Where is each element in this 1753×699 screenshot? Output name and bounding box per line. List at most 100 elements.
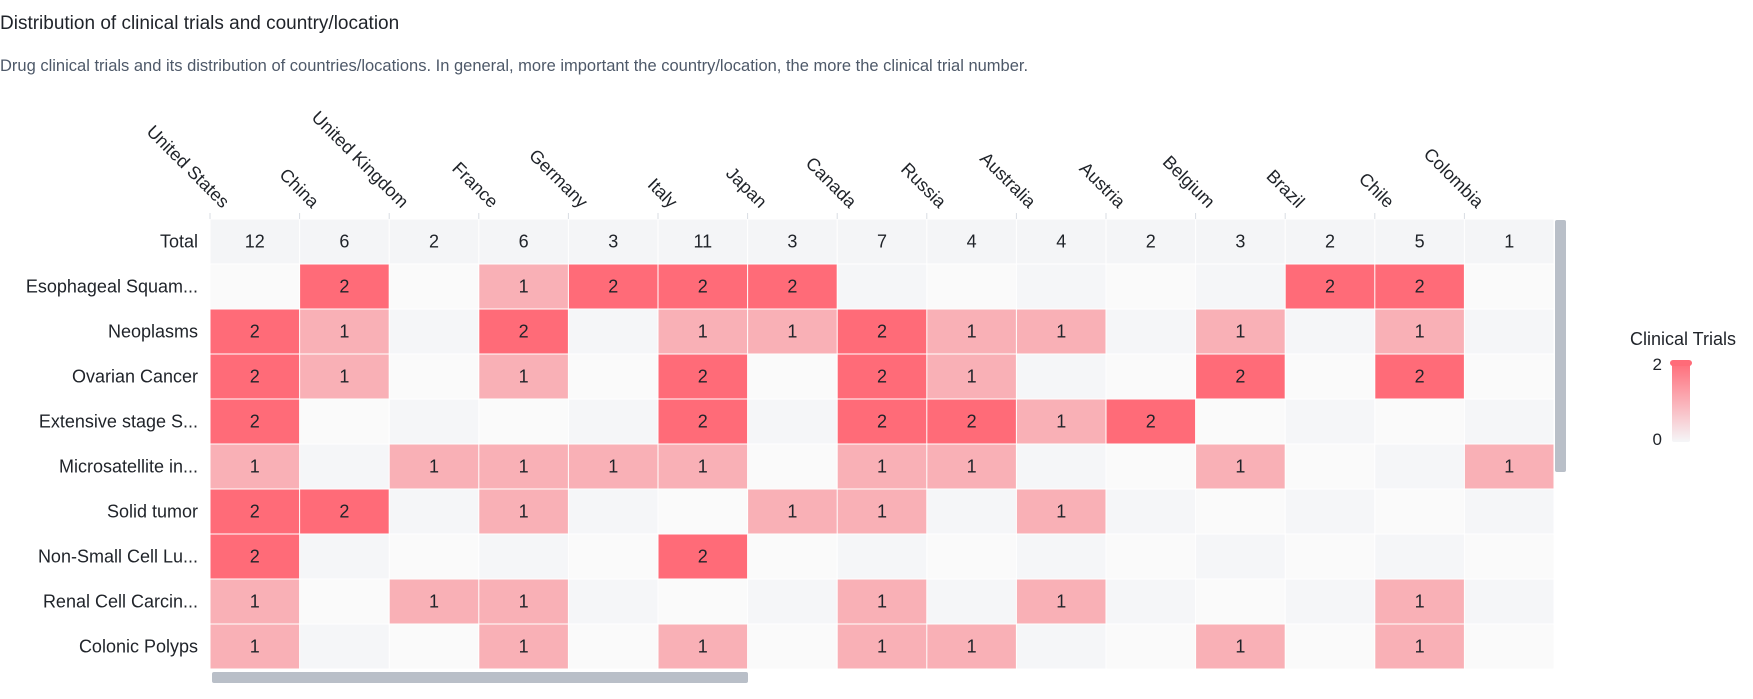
heatmap-cell bbox=[1286, 625, 1375, 669]
cell-value: 2 bbox=[339, 277, 349, 297]
cell-value: 2 bbox=[698, 367, 708, 387]
cell-value: 2 bbox=[967, 412, 977, 432]
cell-value: 2 bbox=[1415, 367, 1425, 387]
heatmap-cell bbox=[300, 400, 389, 444]
column-label: Brazil bbox=[1263, 166, 1309, 212]
cell-value: 1 bbox=[967, 457, 977, 477]
cell-value: 1 bbox=[877, 457, 887, 477]
cell-value: 2 bbox=[250, 322, 260, 342]
cell-value: 2 bbox=[250, 547, 260, 567]
heatmap-chart: United StatesChinaUnited KingdomFranceGe… bbox=[0, 0, 1753, 699]
cell-value: 1 bbox=[519, 277, 529, 297]
cell-value: 1 bbox=[429, 592, 439, 612]
cell-value: 1 bbox=[519, 637, 529, 657]
cell-value: 1 bbox=[698, 457, 708, 477]
cell-value: 3 bbox=[1235, 232, 1245, 252]
column-label: United States bbox=[143, 121, 234, 212]
heatmap-cell bbox=[1375, 535, 1464, 579]
heatmap-cell bbox=[569, 400, 658, 444]
heatmap-cell bbox=[1107, 535, 1196, 579]
heatmap-cell bbox=[390, 265, 479, 309]
cell-value: 1 bbox=[1504, 457, 1514, 477]
heatmap-cell bbox=[211, 265, 300, 309]
cell-value: 2 bbox=[1415, 277, 1425, 297]
heatmap-cell bbox=[1465, 400, 1554, 444]
heatmap-cell bbox=[1375, 445, 1464, 489]
cell-value: 1 bbox=[1415, 637, 1425, 657]
heatmap-cell bbox=[390, 355, 479, 399]
row-label: Extensive stage S... bbox=[39, 412, 198, 432]
heatmap-cell bbox=[479, 400, 568, 444]
heatmap-cell bbox=[1465, 355, 1554, 399]
heatmap-cell bbox=[1375, 490, 1464, 534]
cell-value: 2 bbox=[787, 277, 797, 297]
legend-gradient bbox=[1672, 362, 1690, 442]
heatmap-cell bbox=[838, 265, 927, 309]
heatmap-cell bbox=[748, 535, 837, 579]
cell-value: 1 bbox=[967, 322, 977, 342]
heatmap-cell bbox=[1465, 625, 1554, 669]
vertical-scrollbar[interactable] bbox=[1555, 220, 1566, 472]
cell-value: 1 bbox=[1415, 592, 1425, 612]
heatmap-cell bbox=[1017, 445, 1106, 489]
heatmap-cell bbox=[479, 535, 568, 579]
heatmap-cell bbox=[748, 355, 837, 399]
cell-value: 2 bbox=[429, 232, 439, 252]
row-label: Microsatellite in... bbox=[59, 457, 198, 477]
heatmap-cell bbox=[927, 535, 1016, 579]
heatmap-cell bbox=[300, 535, 389, 579]
column-label: Chile bbox=[1355, 169, 1398, 212]
cell-value: 1 bbox=[1504, 232, 1514, 252]
heatmap-cell bbox=[1196, 490, 1285, 534]
legend-min: 0 bbox=[1653, 430, 1662, 449]
heatmap-cell bbox=[569, 355, 658, 399]
cell-value: 1 bbox=[1415, 322, 1425, 342]
row-label: Total bbox=[160, 232, 198, 252]
cell-value: 1 bbox=[967, 637, 977, 657]
heatmap-cell bbox=[569, 580, 658, 624]
heatmap-cell bbox=[1017, 625, 1106, 669]
column-label: Belgium bbox=[1159, 152, 1219, 212]
cell-value: 1 bbox=[250, 592, 260, 612]
heatmap-cell bbox=[1286, 445, 1375, 489]
row-label: Solid tumor bbox=[107, 502, 198, 522]
heatmap-cell bbox=[1107, 355, 1196, 399]
heatmap-cell bbox=[1465, 580, 1554, 624]
cell-value: 1 bbox=[1056, 412, 1066, 432]
heatmap-cell bbox=[300, 625, 389, 669]
heatmap-cell bbox=[838, 535, 927, 579]
heatmap-cell bbox=[1465, 310, 1554, 354]
column-label: Canada bbox=[802, 153, 861, 212]
cell-value: 1 bbox=[787, 322, 797, 342]
heatmap-cell bbox=[1196, 535, 1285, 579]
cell-value: 5 bbox=[1415, 232, 1425, 252]
heatmap-cell bbox=[927, 580, 1016, 624]
heatmap-cell bbox=[748, 580, 837, 624]
cell-value: 1 bbox=[250, 457, 260, 477]
cell-value: 2 bbox=[250, 412, 260, 432]
heatmap-cell bbox=[390, 625, 479, 669]
heatmap-cell bbox=[1017, 535, 1106, 579]
horizontal-scrollbar[interactable] bbox=[212, 672, 748, 683]
heatmap-cell bbox=[390, 490, 479, 534]
heatmap-cell bbox=[1107, 265, 1196, 309]
heatmap-cell bbox=[1017, 265, 1106, 309]
cell-value: 1 bbox=[698, 637, 708, 657]
cell-value: 2 bbox=[877, 322, 887, 342]
heatmap-cell bbox=[1286, 400, 1375, 444]
row-label: Colonic Polyps bbox=[79, 637, 198, 657]
cell-value: 2 bbox=[1146, 232, 1156, 252]
heatmap-cell bbox=[1465, 535, 1554, 579]
cell-value: 1 bbox=[1056, 592, 1066, 612]
cell-value: 1 bbox=[250, 637, 260, 657]
column-label: Russia bbox=[897, 159, 951, 213]
heatmap-cell bbox=[659, 490, 748, 534]
cell-value: 1 bbox=[339, 367, 349, 387]
heatmap-cell bbox=[300, 445, 389, 489]
column-label: Italy bbox=[644, 174, 681, 211]
cell-value: 2 bbox=[519, 322, 529, 342]
heatmap-cell bbox=[1196, 580, 1285, 624]
heatmap-cell bbox=[659, 580, 748, 624]
heatmap-cell bbox=[927, 265, 1016, 309]
heatmap-cell bbox=[748, 445, 837, 489]
